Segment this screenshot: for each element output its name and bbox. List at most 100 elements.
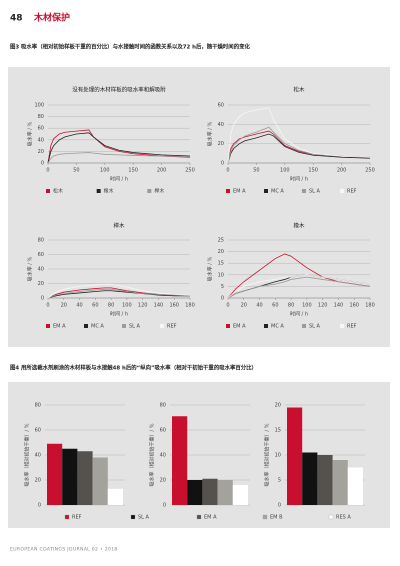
x-tick-label: 50	[253, 168, 259, 174]
y-tick-label: 60	[38, 126, 44, 132]
y-axis-label: 吸水率 / %	[207, 256, 214, 281]
x-tick-label: 160	[349, 303, 359, 309]
bar	[302, 452, 318, 505]
page-number: 48	[10, 14, 23, 24]
legend-swatch	[160, 324, 164, 328]
y-axis-label: 吸水率 / %	[27, 121, 34, 146]
x-tick-label: 120	[138, 303, 148, 309]
y-tick-label: 0	[38, 503, 41, 509]
x-tick-label: 180	[185, 303, 195, 309]
legend-label: REF	[347, 189, 357, 195]
x-tick-label: 50	[73, 168, 79, 174]
legend-label: MC A	[271, 324, 284, 330]
x-tick-label: 100	[100, 168, 110, 174]
y-tick-label: 80	[38, 238, 44, 244]
legend-swatch	[302, 189, 306, 193]
y-tick-label: 0	[163, 503, 166, 509]
series-line	[227, 274, 371, 299]
legend-swatch	[130, 514, 136, 520]
x-tick-label: 80	[108, 303, 114, 309]
series-line	[47, 288, 191, 299]
y-tick-label: 0	[221, 161, 224, 167]
legend-swatch	[302, 324, 306, 328]
bar	[347, 467, 363, 505]
legend-swatch	[328, 514, 334, 520]
x-tick-label: 140	[334, 303, 344, 309]
y-tick-label: 0	[221, 296, 224, 302]
y-tick-label: 60	[35, 428, 41, 434]
x-tick-label: 20	[61, 303, 67, 309]
bar	[317, 455, 333, 505]
y-axis-label: 吸水率 / %	[27, 256, 34, 281]
y-axis-label: 吸水率 / %	[207, 121, 214, 146]
x-tick-label: 100	[122, 303, 132, 309]
x-tick-label: 100	[302, 303, 312, 309]
x-tick-label: 200	[337, 168, 347, 174]
y-tick-label: 40	[35, 453, 41, 459]
legend-swatch	[84, 324, 88, 328]
y-tick-label: 15	[218, 261, 224, 267]
x-tick-label: 250	[185, 168, 195, 174]
legend-swatch	[264, 324, 268, 328]
y-axis-label: 吸水率（相对初始干重）/ %	[264, 423, 271, 486]
legend-label: EM A	[233, 189, 246, 195]
x-tick-label: 80	[288, 303, 294, 309]
legend-swatch	[226, 189, 230, 193]
bar	[202, 478, 218, 505]
legend-label: 橡木	[104, 188, 114, 195]
x-tick-label: 160	[169, 303, 179, 309]
legend-label: EM A	[233, 324, 246, 330]
bar	[77, 451, 93, 505]
legend-label: SL A	[309, 189, 321, 195]
series-line	[47, 129, 191, 164]
x-tick-label: 180	[365, 303, 375, 309]
legend-label: REF	[347, 324, 357, 330]
x-tick-label: 0	[46, 303, 49, 309]
legend-label: 榉木	[154, 188, 164, 195]
y-tick-label: 5	[278, 478, 281, 484]
legend-swatch	[226, 324, 230, 328]
bar	[232, 485, 248, 505]
figure-panel	[8, 67, 390, 347]
legend-label: SL A	[138, 515, 150, 521]
x-axis-label: 时间 / h	[290, 176, 308, 183]
legend-label: EM A	[204, 515, 217, 521]
y-tick-label: 40	[218, 122, 224, 128]
x-tick-label: 20	[241, 303, 247, 309]
x-tick-label: 0	[226, 168, 229, 174]
x-tick-label: 200	[157, 168, 167, 174]
series-line	[47, 132, 191, 164]
y-tick-label: 20	[218, 249, 224, 255]
x-tick-label: 120	[318, 303, 328, 309]
y-tick-label: 15	[275, 428, 281, 434]
y-tick-label: 40	[38, 267, 44, 273]
legend-label: RES A	[336, 515, 351, 521]
legend-swatch	[262, 514, 268, 520]
chart-title: 松木	[293, 86, 305, 94]
x-axis-label: 时间 / h	[110, 176, 128, 183]
x-tick-label: 0	[46, 168, 49, 174]
y-tick-label: 0	[278, 503, 281, 509]
chart-title: 橡木	[293, 222, 305, 230]
legend-swatch	[46, 324, 50, 328]
y-tick-label: 60	[160, 428, 166, 434]
figure-caption: 图4 用所选裁水剂刷涂的木材样板与水接触48 h后的“纵向”吸水率（相对干初始干…	[10, 364, 257, 372]
bar	[217, 480, 233, 505]
y-tick-label: 80	[38, 114, 44, 120]
series-line	[47, 290, 190, 299]
y-tick-label: 100	[34, 103, 44, 109]
x-tick-label: 150	[128, 168, 138, 174]
legend-label: MC A	[271, 189, 284, 195]
series-line	[227, 276, 371, 299]
legend-label: EM B	[270, 515, 283, 521]
y-tick-label: 20	[218, 141, 224, 147]
y-tick-label: 60	[218, 103, 224, 109]
x-tick-label: 60	[272, 303, 278, 309]
y-tick-label: 80	[160, 403, 166, 409]
y-tick-label: 10	[218, 272, 224, 278]
legend-label: REF	[72, 515, 82, 521]
y-tick-label: 60	[38, 252, 44, 258]
x-tick-label: 40	[76, 303, 82, 309]
